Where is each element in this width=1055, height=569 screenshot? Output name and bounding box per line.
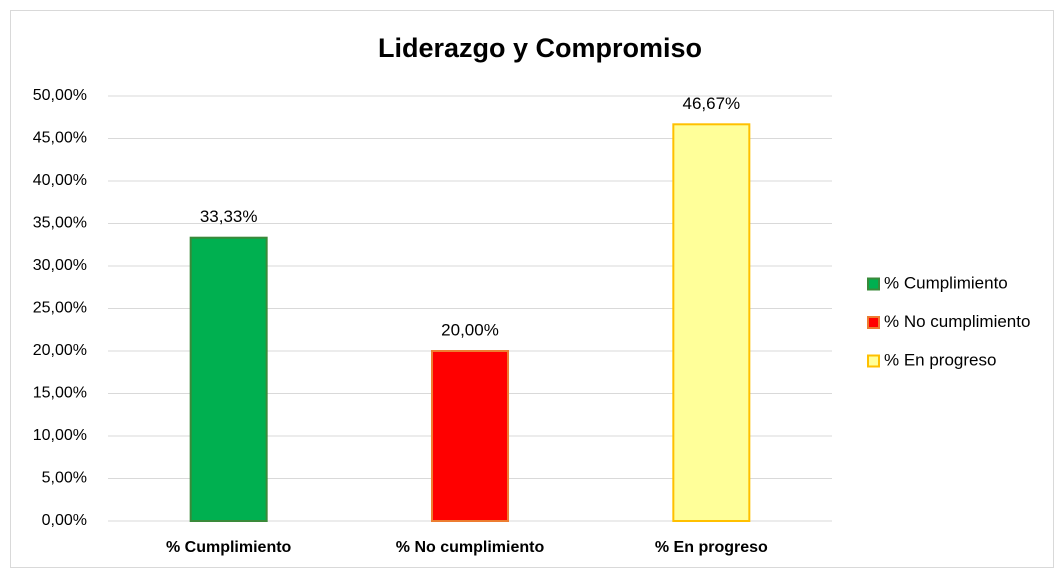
value-label: 20,00% — [441, 320, 499, 339]
bar — [431, 350, 509, 522]
bar — [672, 123, 751, 523]
y-tick-label: 0,00% — [42, 512, 87, 529]
y-tick-label: 10,00% — [33, 427, 87, 444]
value-label: 33,33% — [200, 207, 258, 226]
chart-title: Liderazgo y Compromiso — [378, 33, 702, 63]
y-tick-label: 35,00% — [33, 215, 87, 232]
y-tick-label: 5,00% — [42, 470, 87, 487]
bar — [189, 236, 268, 522]
legend-swatch — [867, 316, 880, 329]
y-tick-label: 25,00% — [33, 300, 87, 317]
y-tick-label: 30,00% — [33, 257, 87, 274]
legend-label: % No cumplimiento — [884, 312, 1030, 331]
x-tick-label: % En progreso — [655, 539, 768, 556]
y-tick-label: 45,00% — [33, 130, 87, 147]
legend-swatch — [867, 277, 880, 291]
y-tick-label: 15,00% — [33, 385, 87, 402]
legend-label: % En progreso — [884, 350, 996, 369]
x-tick-label: % Cumplimiento — [166, 539, 292, 556]
x-tick-label: % No cumplimiento — [396, 539, 545, 556]
legend-label: % Cumplimiento — [884, 273, 1008, 292]
value-label: 46,67% — [682, 94, 740, 113]
y-tick-label: 40,00% — [33, 172, 87, 189]
legend-swatch — [867, 354, 880, 368]
y-tick-label: 20,00% — [33, 342, 87, 359]
y-tick-label: 50,00% — [33, 87, 87, 104]
